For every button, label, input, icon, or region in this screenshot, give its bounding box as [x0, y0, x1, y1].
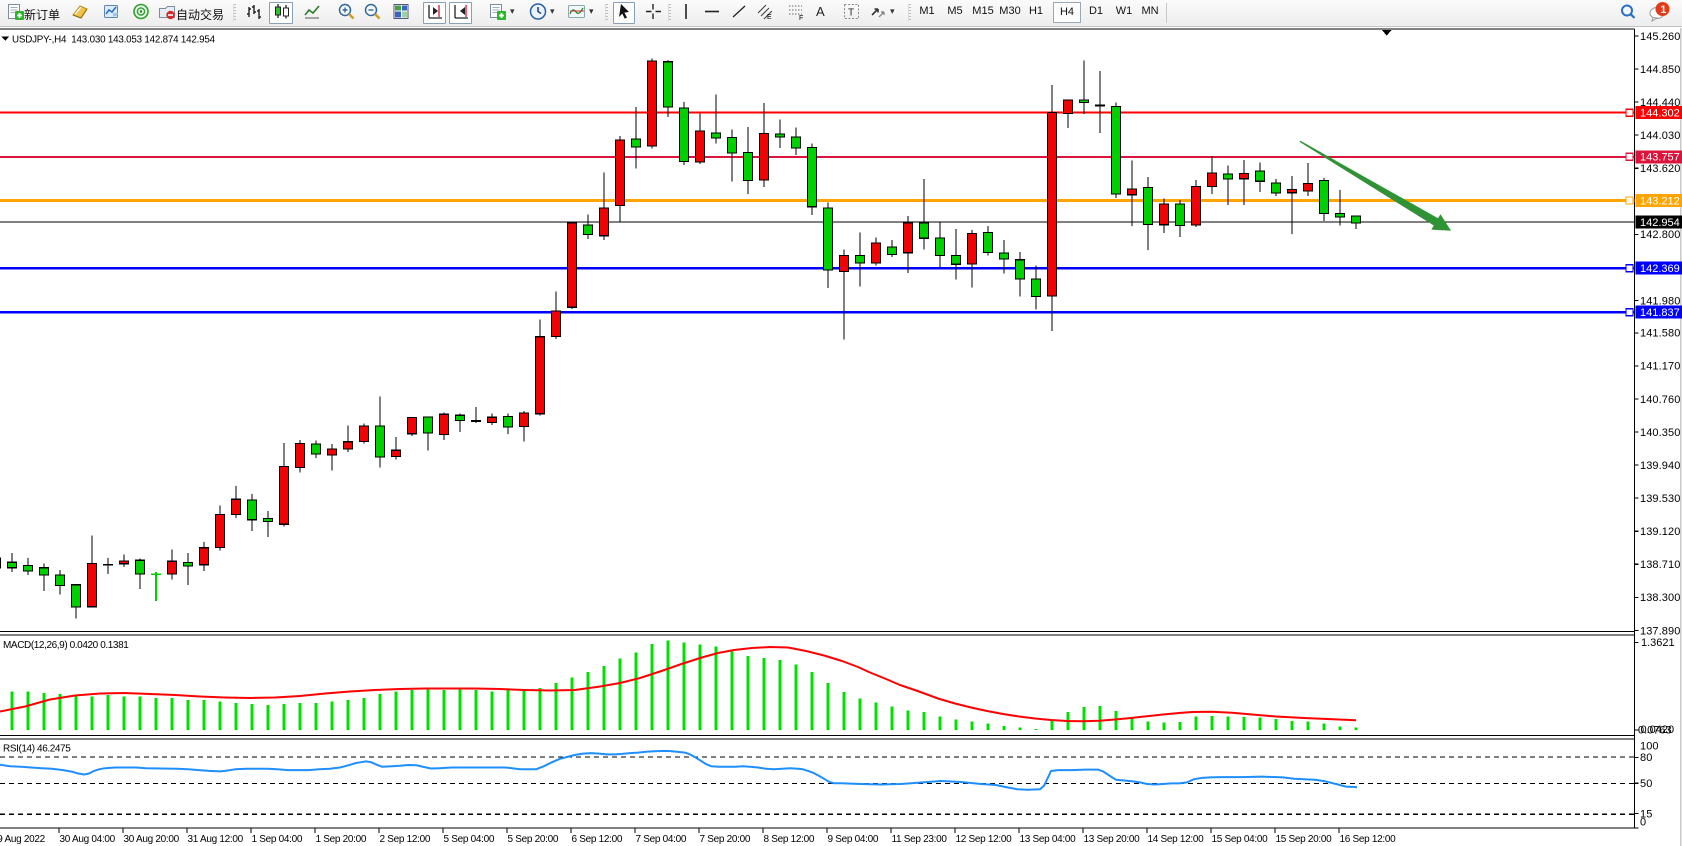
svg-text:0: 0 [1640, 816, 1646, 828]
svg-text:6 Sep 12:00: 6 Sep 12:00 [572, 834, 623, 845]
svg-text:5 Sep 20:00: 5 Sep 20:00 [508, 834, 559, 845]
svg-text:141.580: 141.580 [1640, 328, 1680, 340]
svg-text:141.980: 141.980 [1640, 295, 1680, 307]
svg-text:138.710: 138.710 [1640, 559, 1680, 571]
svg-text:5 Sep 04:00: 5 Sep 04:00 [444, 834, 495, 845]
svg-text:7 Sep 20:00: 7 Sep 20:00 [700, 834, 751, 845]
svg-text:30 Aug 04:00: 30 Aug 04:00 [60, 834, 116, 845]
svg-text:144.030: 144.030 [1640, 130, 1680, 142]
svg-text:13 Sep 04:00: 13 Sep 04:00 [1020, 834, 1077, 845]
svg-text:50: 50 [1640, 778, 1652, 790]
svg-text:1.3621: 1.3621 [1641, 637, 1675, 649]
svg-text:144.302: 144.302 [1640, 108, 1680, 120]
svg-text:16 Sep 12:00: 16 Sep 12:00 [1340, 834, 1397, 845]
svg-text:140.760: 140.760 [1640, 394, 1680, 406]
svg-text:F: F [799, 15, 803, 22]
svg-text:145.260: 145.260 [1640, 31, 1680, 43]
svg-text:7 Sep 04:00: 7 Sep 04:00 [636, 834, 687, 845]
svg-text:9 Sep 04:00: 9 Sep 04:00 [828, 834, 879, 845]
svg-text:15 Sep 20:00: 15 Sep 20:00 [1276, 834, 1333, 845]
svg-text:29 Aug 2022: 29 Aug 2022 [0, 834, 46, 845]
svg-text:138.300: 138.300 [1640, 592, 1680, 604]
svg-text:14 Sep 12:00: 14 Sep 12:00 [1148, 834, 1205, 845]
svg-text:E: E [767, 14, 772, 21]
svg-text:141.170: 141.170 [1640, 361, 1680, 373]
svg-text:12 Sep 12:00: 12 Sep 12:00 [956, 834, 1013, 845]
svg-text:144.850: 144.850 [1640, 64, 1680, 76]
svg-text:30 Aug 20:00: 30 Aug 20:00 [124, 834, 180, 845]
svg-text:8 Sep 12:00: 8 Sep 12:00 [764, 834, 815, 845]
svg-text:141.837: 141.837 [1640, 307, 1680, 319]
svg-text:1 Sep 20:00: 1 Sep 20:00 [316, 834, 367, 845]
svg-text:137.890: 137.890 [1640, 625, 1680, 637]
svg-text:142.369: 142.369 [1640, 263, 1680, 275]
svg-text:15: 15 [1640, 808, 1652, 820]
svg-text:80: 80 [1640, 752, 1652, 764]
svg-text:142.954: 142.954 [1640, 217, 1680, 229]
svg-text:USDJPY-,H4 143.030 143.053 14: USDJPY-,H4 143.030 143.053 142.874 142.9… [12, 34, 216, 45]
svg-text:143.757: 143.757 [1640, 152, 1680, 164]
svg-text:100: 100 [1640, 740, 1659, 752]
svg-text:1 Sep 04:00: 1 Sep 04:00 [252, 834, 303, 845]
svg-text:T: T [848, 8, 854, 19]
svg-text:139.120: 139.120 [1640, 526, 1680, 538]
svg-text:143.620: 143.620 [1640, 163, 1680, 175]
svg-text:31 Aug 12:00: 31 Aug 12:00 [188, 834, 244, 845]
svg-text:0.0763: 0.0763 [1638, 725, 1672, 737]
svg-text:15 Sep 04:00: 15 Sep 04:00 [1212, 834, 1269, 845]
svg-text:1: 1 [1660, 4, 1666, 16]
svg-text:144.440: 144.440 [1640, 97, 1680, 109]
svg-text:0.0420: 0.0420 [1641, 724, 1675, 736]
svg-text:140.350: 140.350 [1640, 427, 1680, 439]
svg-text:RSI(14) 46.2475: RSI(14) 46.2475 [3, 744, 71, 755]
svg-text:143.212: 143.212 [1640, 195, 1680, 207]
svg-text:139.940: 139.940 [1640, 460, 1680, 472]
svg-text:MACD(12,26,9) 0.0420 0.1381: MACD(12,26,9) 0.0420 0.1381 [3, 640, 129, 651]
svg-text:142.800: 142.800 [1640, 229, 1680, 241]
svg-text:139.530: 139.530 [1640, 493, 1680, 505]
svg-text:2 Sep 12:00: 2 Sep 12:00 [380, 834, 431, 845]
svg-text:11 Sep 23:00: 11 Sep 23:00 [892, 834, 948, 845]
svg-text:13 Sep 20:00: 13 Sep 20:00 [1084, 834, 1141, 845]
